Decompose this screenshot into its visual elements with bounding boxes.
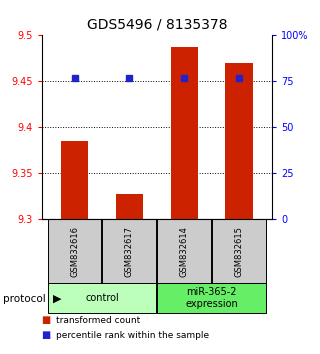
Text: protocol: protocol [3, 294, 46, 304]
Text: GSM832615: GSM832615 [235, 226, 244, 277]
FancyBboxPatch shape [212, 219, 266, 283]
FancyBboxPatch shape [157, 283, 266, 313]
Bar [171, 47, 198, 219]
Text: ▶: ▶ [53, 294, 61, 304]
Title: GDS5496 / 8135378: GDS5496 / 8135378 [86, 17, 227, 32]
FancyBboxPatch shape [48, 219, 101, 283]
Text: control: control [85, 293, 119, 303]
FancyBboxPatch shape [48, 283, 156, 313]
Text: ■: ■ [42, 330, 51, 340]
FancyBboxPatch shape [102, 219, 156, 283]
Text: miR-365-2
expression: miR-365-2 expression [185, 287, 238, 309]
Bar [61, 141, 88, 219]
Text: ■: ■ [42, 315, 51, 325]
Text: GSM832617: GSM832617 [125, 226, 134, 277]
FancyBboxPatch shape [157, 219, 211, 283]
Bar [225, 63, 253, 219]
Bar [116, 194, 143, 219]
Text: transformed count: transformed count [56, 316, 140, 325]
Text: percentile rank within the sample: percentile rank within the sample [56, 331, 209, 340]
Text: GSM832616: GSM832616 [70, 226, 79, 277]
Text: GSM832614: GSM832614 [180, 226, 189, 277]
